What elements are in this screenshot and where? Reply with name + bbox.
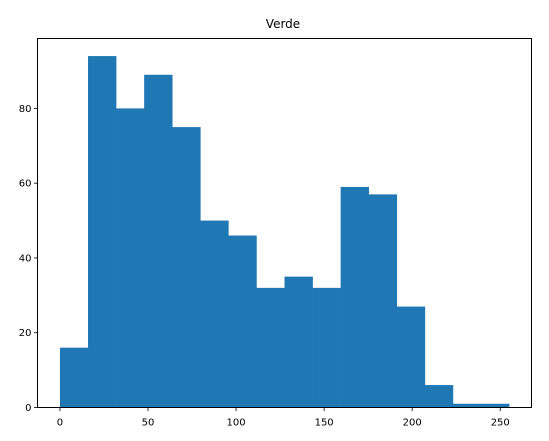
y-tick-label: 40: [19, 253, 32, 264]
histogram-bar: [396, 306, 426, 408]
histogram-bar: [116, 108, 145, 408]
histogram-bar: [172, 127, 201, 408]
histogram-bar: [228, 235, 257, 408]
plot-frame: [37, 38, 532, 408]
y-tick-label: 60: [19, 179, 32, 190]
histogram-bar: [312, 287, 341, 408]
histogram-bar: [256, 287, 285, 408]
y-tick-label: 80: [19, 104, 32, 115]
histogram-bar: [424, 385, 454, 408]
x-tick-label: 150: [315, 418, 334, 429]
histogram-bar: [452, 403, 482, 408]
y-axis: 0 20 40 60 80: [19, 104, 38, 414]
x-tick-label: 250: [491, 418, 510, 429]
histogram-bar: [144, 74, 173, 408]
y-tick-label: 20: [19, 328, 32, 339]
x-axis: 0 50 100 150 200 250: [57, 407, 510, 429]
x-tick-label: 200: [403, 418, 422, 429]
x-tick-label: 100: [227, 418, 246, 429]
chart-title: Verde: [266, 17, 300, 31]
x-tick-label: 0: [57, 418, 63, 429]
histogram-bar: [200, 220, 229, 408]
histogram-bar: [88, 56, 117, 408]
bars-group: [59, 56, 510, 408]
histogram-bar: [480, 403, 510, 408]
histogram-bar: [340, 186, 370, 408]
x-tick-label: 50: [142, 418, 155, 429]
histogram-bar: [368, 194, 398, 408]
histogram-bar: [59, 347, 89, 408]
y-tick-label: 0: [25, 403, 31, 414]
histogram-bar: [284, 276, 313, 408]
